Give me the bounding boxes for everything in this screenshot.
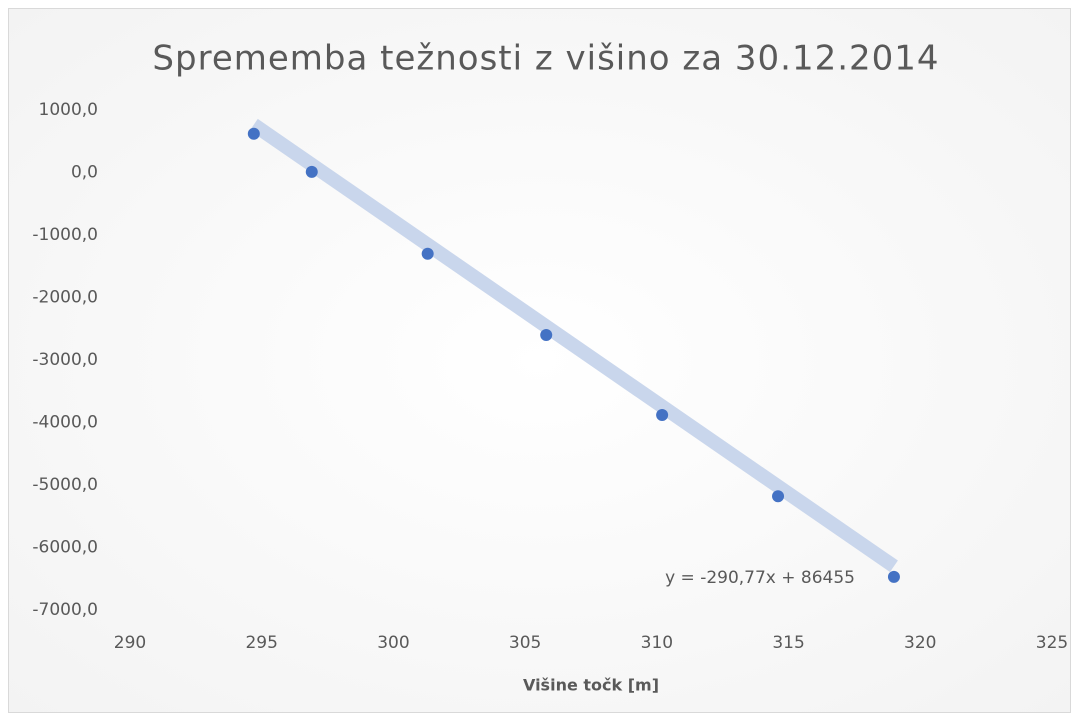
data-point: [305, 165, 318, 178]
data-point: [540, 329, 553, 341]
data-point: [772, 490, 785, 503]
data-point: [887, 570, 900, 583]
x-axis-title: Višine točk [m]: [523, 676, 659, 695]
y-tick-label: 0,0: [71, 163, 98, 183]
trendline: [249, 118, 898, 573]
data-point: [247, 127, 260, 140]
y-tick-label: -3000,0: [32, 350, 98, 370]
x-tick-label: 320: [904, 633, 936, 653]
y-tick-label: -5000,0: [32, 475, 98, 495]
y-tick-label: -4000,0: [32, 413, 98, 433]
x-tick-label: 305: [509, 633, 541, 653]
y-tick-label: -7000,0: [32, 600, 98, 620]
data-point: [656, 409, 669, 421]
y-tick-label: -2000,0: [32, 288, 98, 308]
y-tick-label: -6000,0: [32, 538, 98, 558]
trendline-label: y = -290,77x + 86455: [665, 568, 855, 588]
y-tick-label: -1000,0: [32, 225, 98, 245]
x-tick-label: 300: [377, 633, 409, 653]
chart-title: Sprememba težnosti z višino za 30.12.201…: [152, 39, 939, 79]
x-tick-label: 315: [772, 633, 804, 653]
x-tick-label: 295: [245, 633, 277, 653]
x-tick-label: 290: [114, 633, 146, 653]
data-point: [421, 247, 434, 260]
x-tick-label: 325: [1036, 633, 1068, 653]
y-tick-label: 1000,0: [39, 100, 98, 120]
x-tick-label: 310: [641, 633, 673, 653]
chart-frame: [8, 8, 1071, 713]
